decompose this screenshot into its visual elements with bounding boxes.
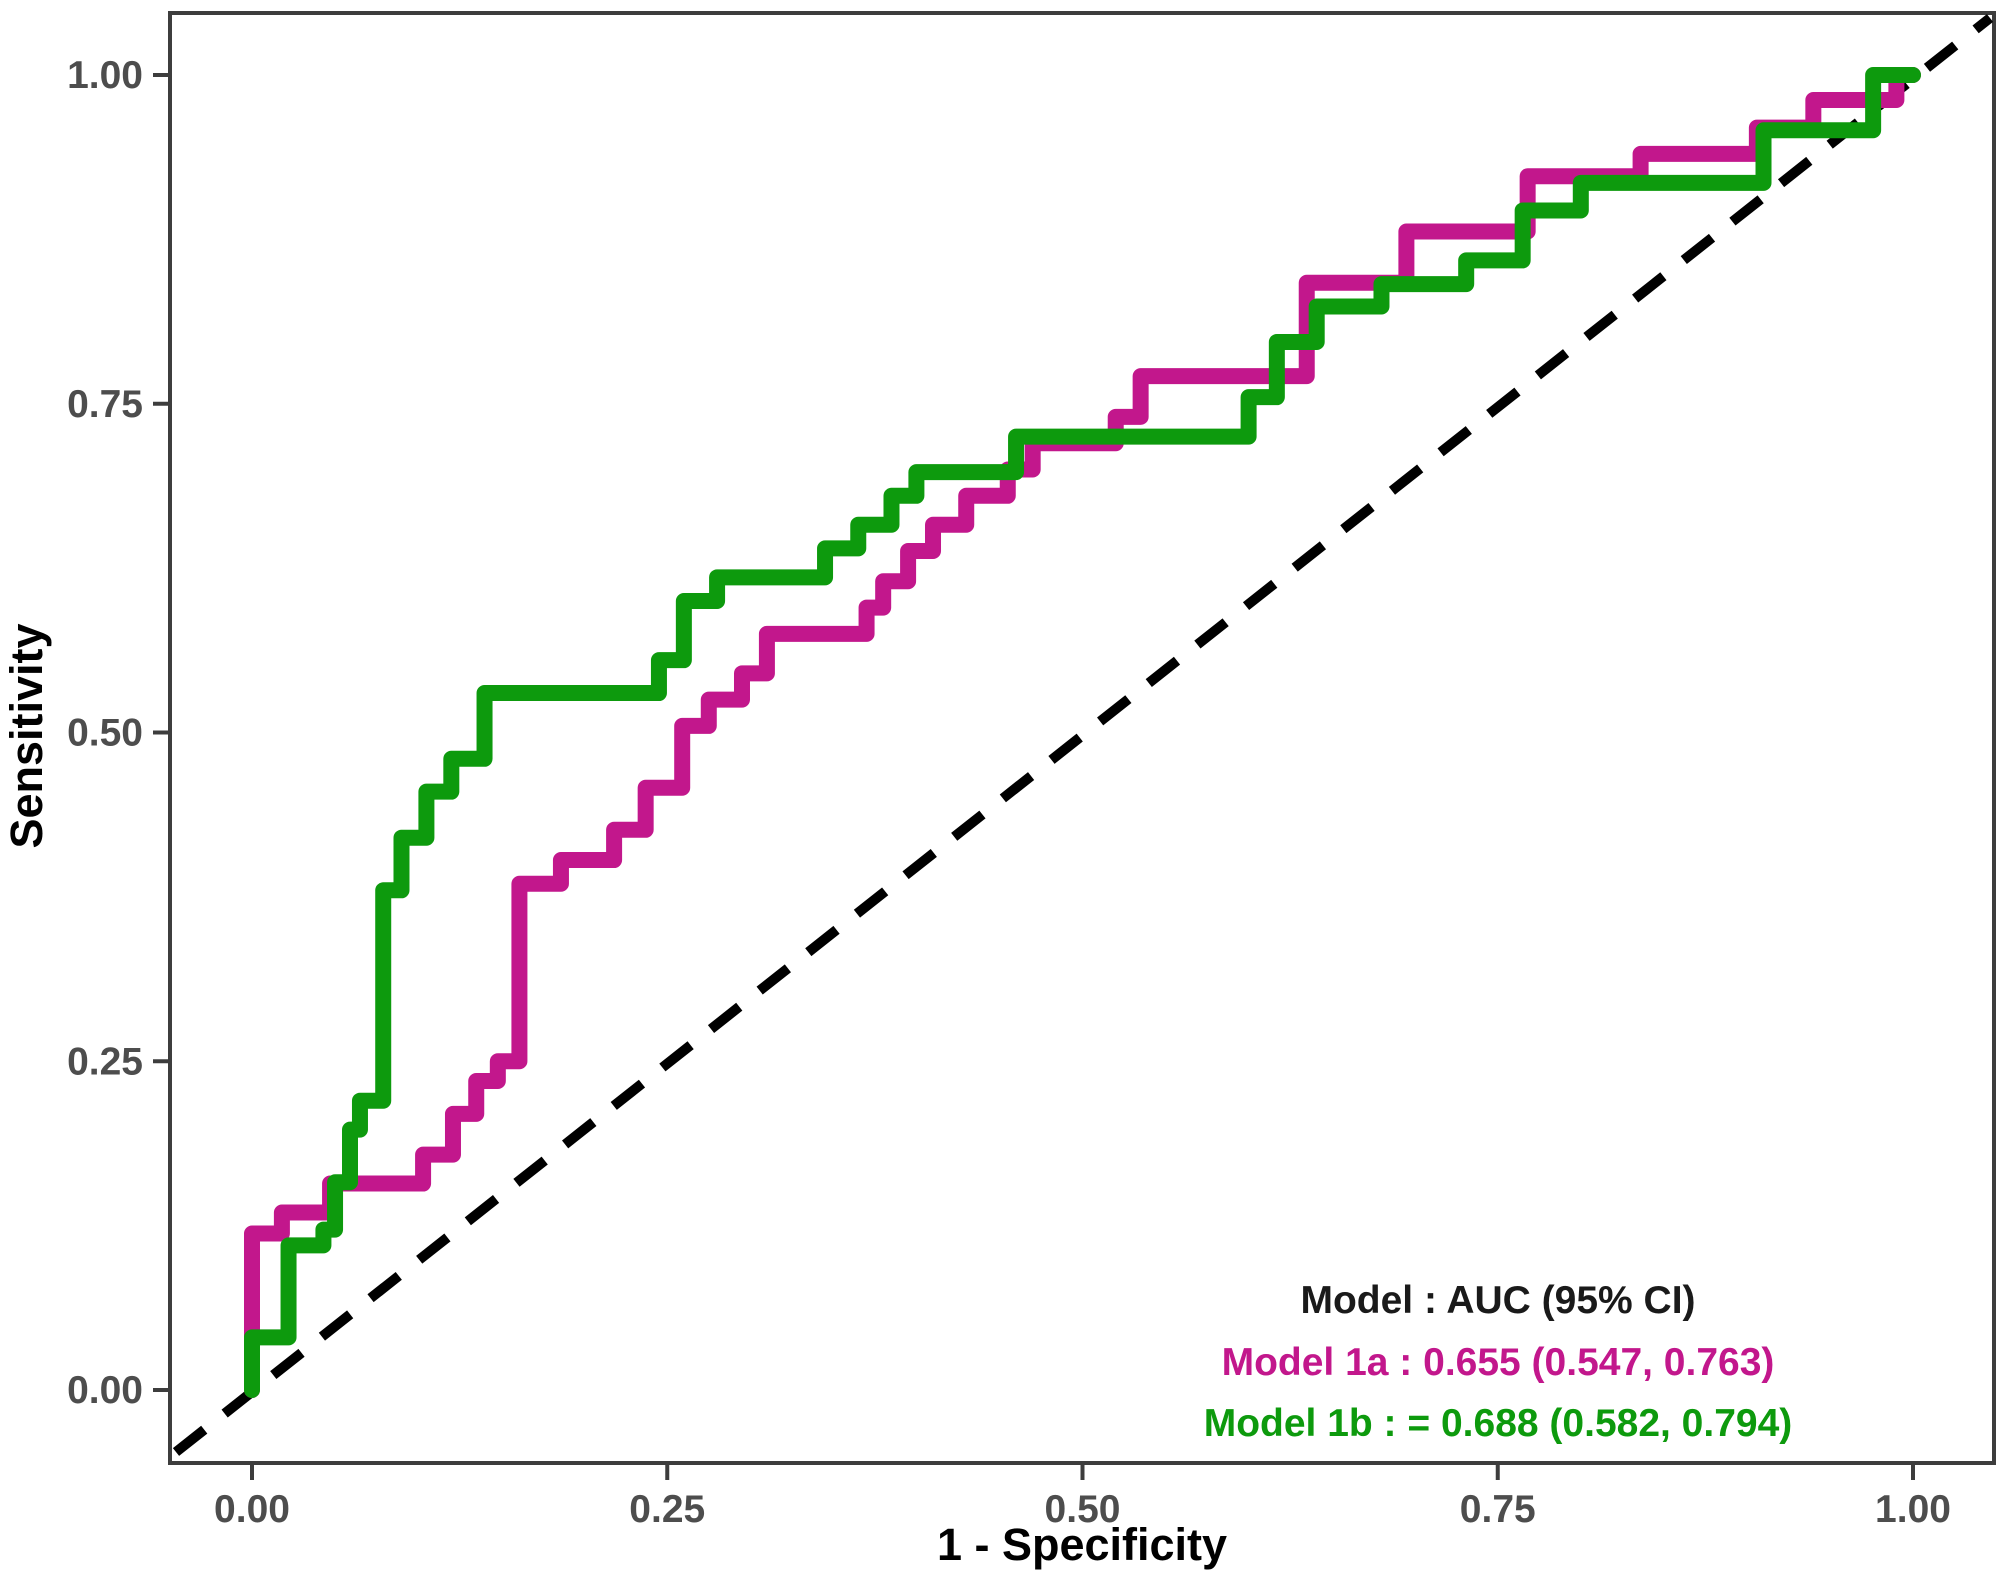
roc-curve-model-1a (244, 67, 1921, 1398)
legend: Model : AUC (95% CI) Model 1a : 0.655 (0… (1204, 1279, 1793, 1445)
x-tick-label: 0.00 (214, 1488, 290, 1531)
x-axis-title: 1 - Specificity (937, 1519, 1227, 1570)
x-tick-label: 1.00 (1875, 1488, 1951, 1531)
x-tick-label: 0.75 (1460, 1488, 1536, 1531)
legend-header: Model : AUC (95% CI) (1300, 1279, 1695, 1322)
y-axis-title: Sensitivity (1, 623, 52, 848)
roc-curves-group (244, 67, 1921, 1398)
y-tick-label: 0.50 (67, 712, 143, 755)
legend-entry-model-1a: Model 1a : 0.655 (0.547, 0.763) (1222, 1341, 1775, 1384)
y-axis: 0.00 0.25 0.50 0.75 1.00 (67, 54, 170, 1412)
legend-entry-model-1b: Model 1b : = 0.688 (0.582, 0.794) (1204, 1402, 1793, 1445)
y-tick-label: 0.00 (67, 1369, 143, 1412)
x-axis: 0.00 0.25 0.50 0.75 1.00 (214, 1463, 1951, 1531)
reference-diagonal-line (172, 14, 1994, 1456)
y-tick-label: 1.00 (67, 54, 143, 97)
roc-curve-model-1b (244, 67, 1921, 1398)
x-tick-label: 0.25 (629, 1488, 705, 1531)
x-tick-label: 0.50 (1045, 1488, 1121, 1531)
y-tick-label: 0.75 (67, 383, 143, 426)
y-tick-label: 0.25 (67, 1040, 143, 1083)
